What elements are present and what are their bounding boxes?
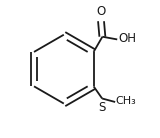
Text: O: O [96, 5, 106, 18]
Text: OH: OH [118, 32, 136, 45]
Text: CH₃: CH₃ [116, 96, 137, 106]
Text: S: S [98, 101, 105, 114]
